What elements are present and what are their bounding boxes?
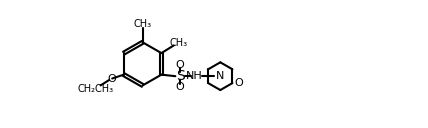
Text: CH₃: CH₃ bbox=[134, 19, 152, 29]
Text: NH: NH bbox=[186, 71, 203, 81]
Text: O: O bbox=[108, 73, 116, 83]
Text: CH₂CH₃: CH₂CH₃ bbox=[78, 83, 114, 94]
Text: O: O bbox=[175, 60, 184, 70]
Text: CH₃: CH₃ bbox=[169, 38, 187, 48]
Text: N: N bbox=[216, 71, 225, 81]
Text: O: O bbox=[234, 78, 243, 88]
Text: O: O bbox=[175, 82, 184, 92]
Text: S: S bbox=[175, 69, 184, 83]
